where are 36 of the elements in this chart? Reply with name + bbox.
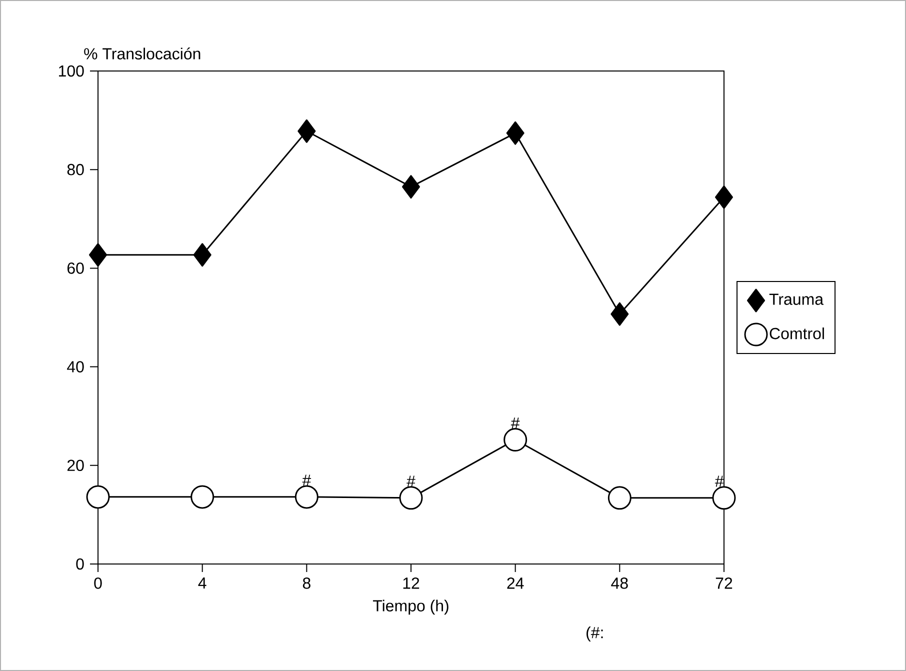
text: (#:: [586, 626, 603, 642]
y-tick-label: 100: [59, 65, 84, 77]
point: [402, 175, 420, 199]
y-axis-title: % Translocación: [84, 48, 200, 60]
legend-label: Trauma: [769, 294, 824, 305]
y-tick-label: 20: [67, 460, 84, 472]
x-tick-label: 12: [403, 578, 420, 589]
point: [504, 428, 528, 452]
y-tick-label: 80: [67, 164, 84, 176]
x-tick-label: 24: [507, 578, 524, 589]
x-tick-label: 0: [94, 578, 102, 589]
point: [506, 121, 524, 145]
y-tick-label: 40: [67, 361, 84, 372]
x-tick-label: 4: [198, 578, 206, 589]
x-axis-title: Tiempo (h): [372, 600, 448, 615]
x-tick-label: 48: [611, 578, 628, 589]
x-tick-label: 8: [302, 578, 310, 589]
y-tick-label: 0: [76, 558, 84, 570]
point: [712, 486, 736, 510]
annotation: #: [510, 418, 520, 429]
point: [399, 486, 423, 510]
annotation: #: [302, 474, 312, 486]
annotation: #: [714, 476, 724, 487]
point: [89, 243, 108, 267]
point: [610, 302, 629, 326]
point: [294, 485, 318, 509]
point: [608, 486, 632, 510]
y-tick-label: 60: [67, 262, 84, 274]
legend-label: Comtrol: [770, 327, 824, 340]
point: [86, 485, 110, 509]
point: [193, 243, 212, 267]
x-tick-label: 72: [716, 578, 732, 589]
point: [714, 185, 733, 209]
annotation: #: [406, 476, 416, 487]
point: [190, 485, 214, 509]
point: [298, 119, 316, 143]
